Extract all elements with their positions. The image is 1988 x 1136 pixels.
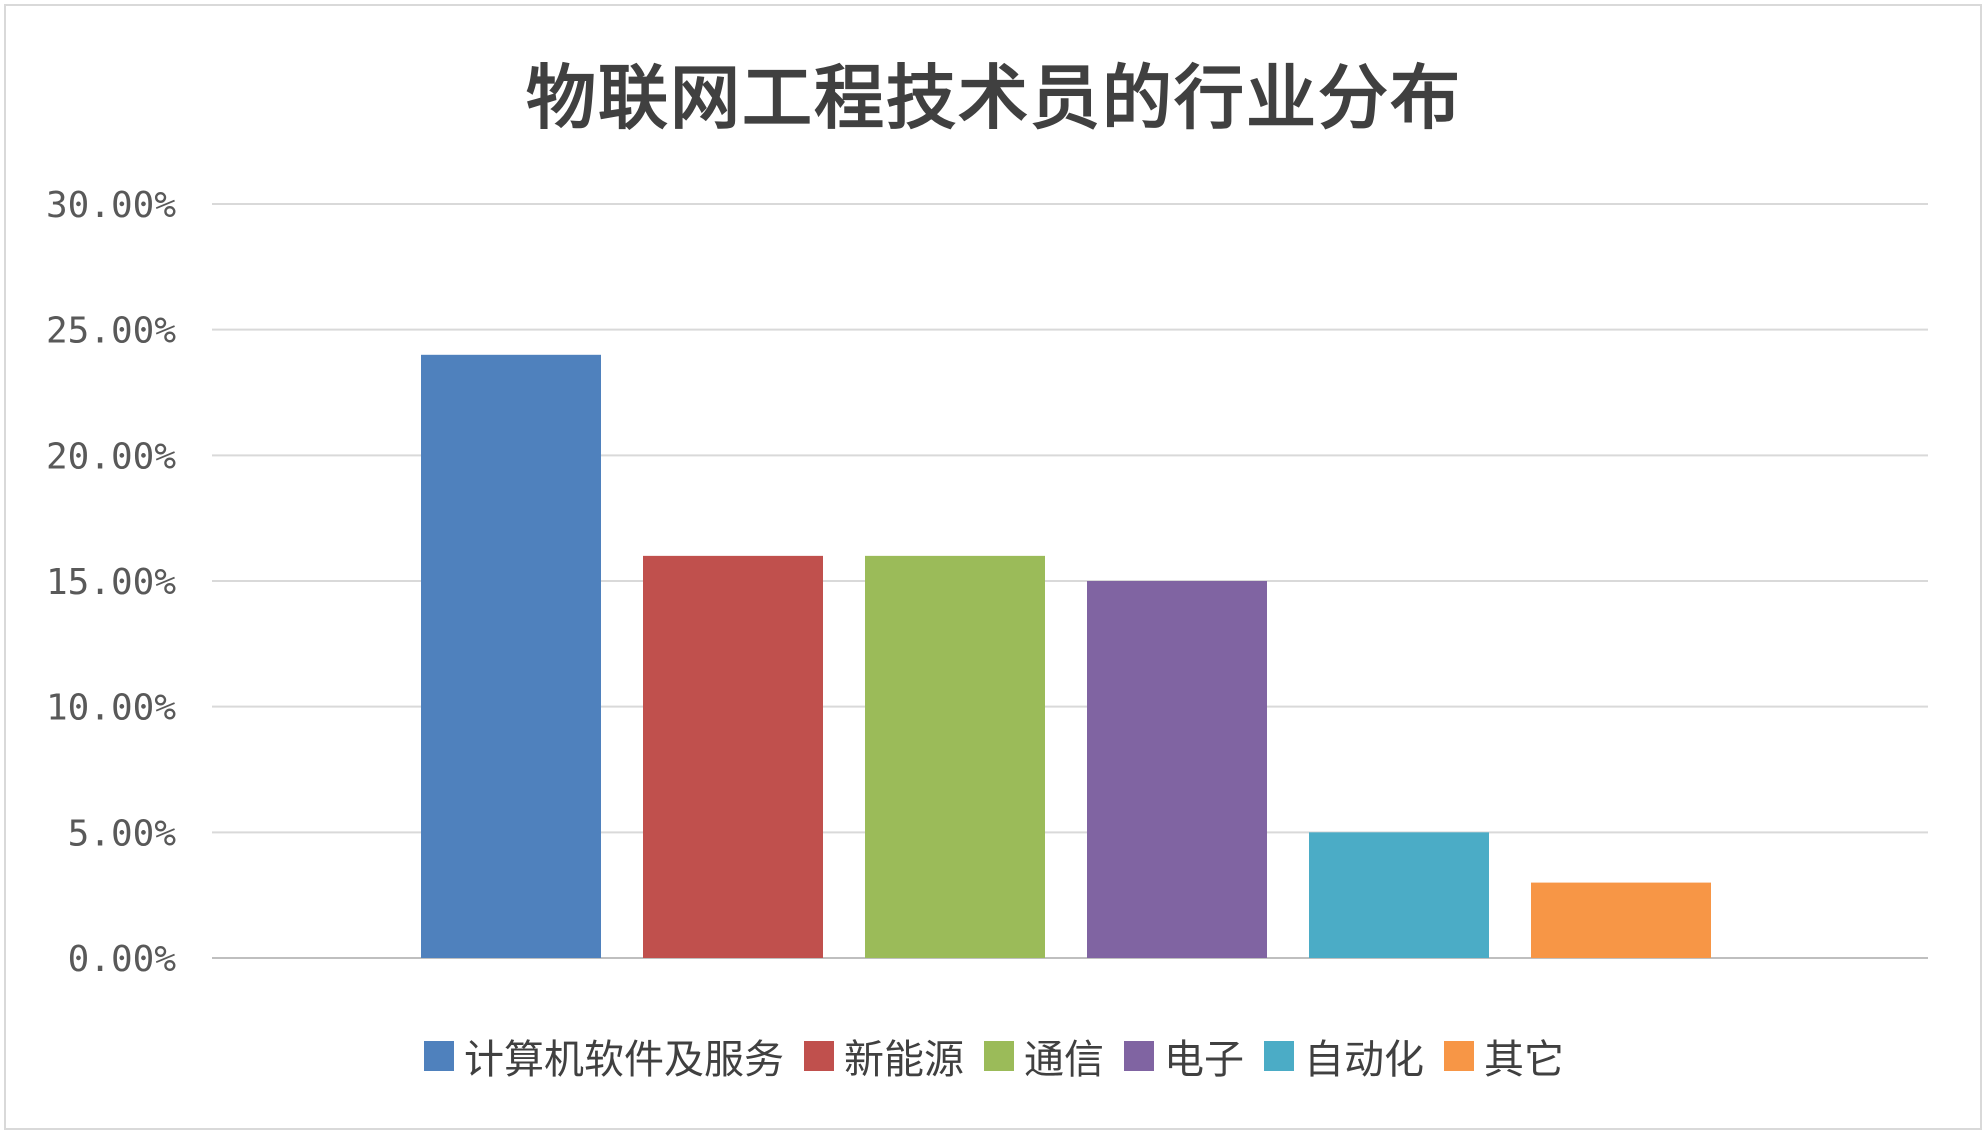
legend-swatch [1124, 1041, 1154, 1071]
legend-item: 新能源 [804, 1027, 964, 1085]
legend-label: 电子 [1164, 1037, 1244, 1083]
bar-5 [1309, 832, 1489, 958]
y-tick-label: 25.00% [46, 311, 176, 352]
legend-swatch [984, 1041, 1014, 1071]
legend-swatch [424, 1041, 454, 1071]
bar-4 [1087, 581, 1267, 958]
legend-item: 自动化 [1264, 1027, 1424, 1085]
legend-label: 计算机软件及服务 [464, 1037, 784, 1083]
bar-6 [1531, 882, 1711, 958]
legend-swatch [1264, 1041, 1294, 1071]
legend-item: 计算机软件及服务 [424, 1027, 784, 1085]
legend-label: 通信 [1024, 1037, 1104, 1083]
legend-label: 自动化 [1304, 1037, 1424, 1083]
legend-swatch [804, 1041, 834, 1071]
legend-label: 新能源 [844, 1037, 964, 1083]
y-tick-label: 30.00% [46, 185, 176, 226]
bar-2 [643, 555, 823, 958]
chart-title: 物联网工程技术员的行业分布 [526, 57, 1462, 139]
legend-item: 通信 [984, 1027, 1104, 1085]
y-tick-label: 0.00% [68, 939, 177, 980]
y-tick-label: 20.00% [46, 436, 176, 477]
legend-swatch [1444, 1041, 1474, 1071]
chart-legend: 计算机软件及服务 新能源 通信 电子 自动化 其它 [0, 1026, 1988, 1086]
y-tick-label: 5.00% [68, 813, 177, 854]
bar-1 [421, 354, 601, 958]
y-tick-label: 15.00% [46, 562, 176, 603]
y-tick-label: 10.00% [46, 688, 176, 729]
legend-item: 其它 [1444, 1027, 1564, 1085]
bar-3 [865, 555, 1045, 958]
legend-item: 电子 [1124, 1027, 1244, 1085]
legend-label: 其它 [1484, 1037, 1564, 1083]
